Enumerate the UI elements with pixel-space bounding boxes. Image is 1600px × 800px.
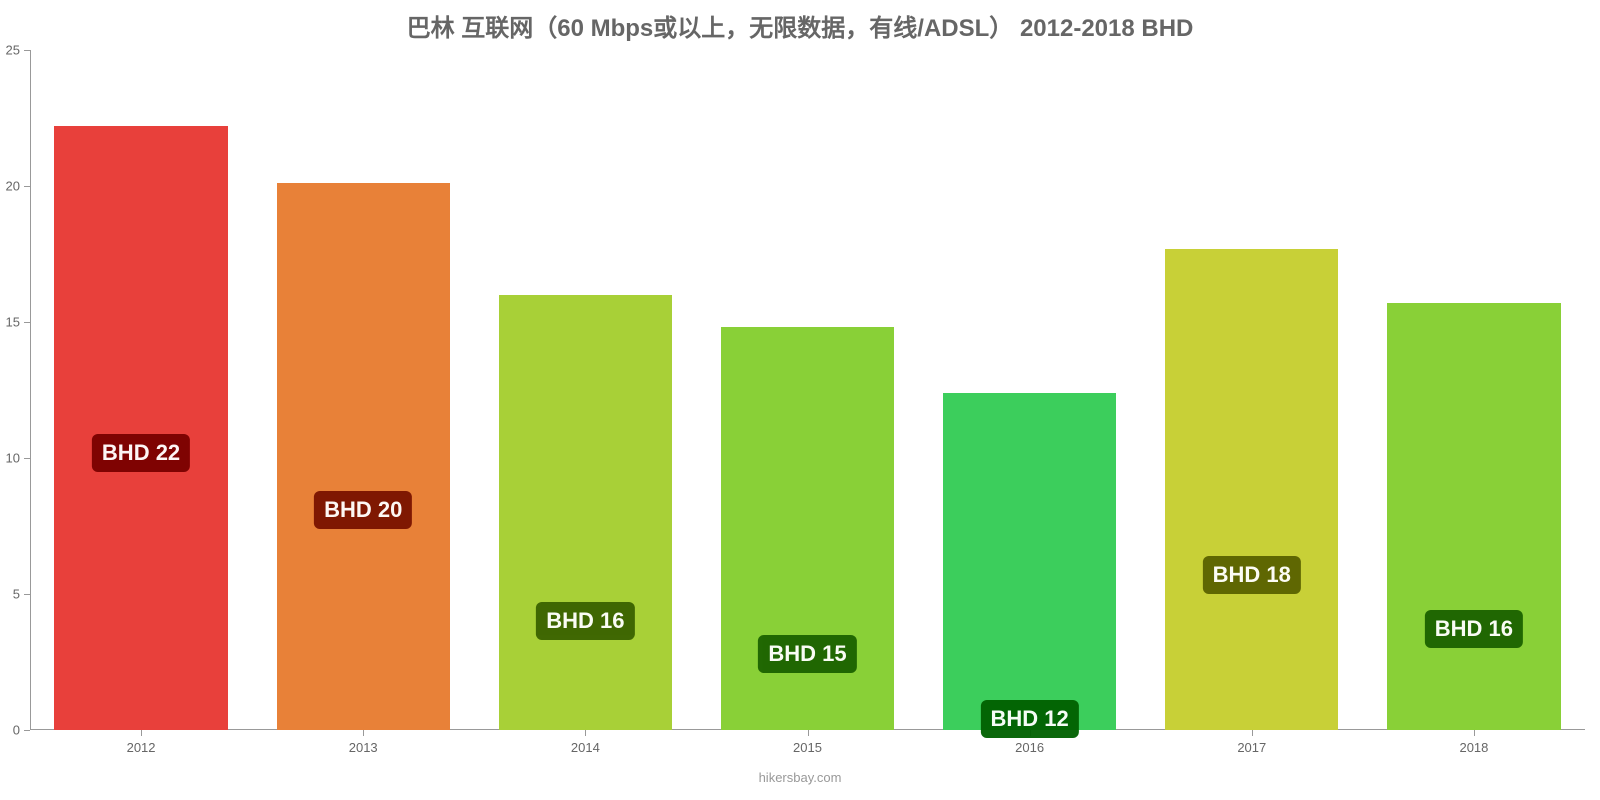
x-tick (363, 730, 364, 736)
y-tick (24, 458, 30, 459)
bar: BHD 18 (1165, 249, 1338, 730)
x-tick (1252, 730, 1253, 736)
bar-value-label: BHD 16 (536, 602, 634, 640)
y-tick-label: 15 (6, 315, 20, 330)
bar-chart: 巴林 互联网（60 Mbps或以上，无限数据，有线/ADSL） 2012-201… (0, 0, 1600, 800)
x-tick-label: 2018 (1459, 740, 1488, 755)
bar: BHD 22 (54, 126, 227, 730)
y-tick-label: 25 (6, 43, 20, 58)
bar-value-label: BHD 12 (981, 700, 1079, 738)
y-tick (24, 322, 30, 323)
x-tick-label: 2012 (127, 740, 156, 755)
bar-value-label: BHD 15 (758, 635, 856, 673)
bar-value-label: BHD 16 (1425, 610, 1523, 648)
bar-value-label: BHD 18 (1203, 556, 1301, 594)
chart-title: 巴林 互联网（60 Mbps或以上，无限数据，有线/ADSL） 2012-201… (0, 8, 1600, 43)
x-tick (808, 730, 809, 736)
x-tick (141, 730, 142, 736)
x-tick (1474, 730, 1475, 736)
y-tick (24, 50, 30, 51)
y-tick-label: 0 (13, 723, 20, 738)
bar: BHD 16 (499, 295, 672, 730)
x-tick-label: 2014 (571, 740, 600, 755)
bar: BHD 20 (277, 183, 450, 730)
bar: BHD 16 (1387, 303, 1560, 730)
y-tick (24, 730, 30, 731)
y-tick-label: 10 (6, 451, 20, 466)
y-tick (24, 186, 30, 187)
x-tick-label: 2016 (1015, 740, 1044, 755)
y-axis (30, 50, 31, 730)
bar: BHD 12 (943, 393, 1116, 730)
plot-area: 05101520252012BHD 222013BHD 202014BHD 16… (30, 50, 1585, 730)
chart-footer: hikersbay.com (0, 770, 1600, 785)
y-tick (24, 594, 30, 595)
bar-value-label: BHD 20 (314, 491, 412, 529)
bar: BHD 15 (721, 327, 894, 730)
bar-value-label: BHD 22 (92, 434, 190, 472)
x-tick-label: 2015 (793, 740, 822, 755)
y-tick-label: 20 (6, 179, 20, 194)
x-tick (585, 730, 586, 736)
y-tick-label: 5 (13, 587, 20, 602)
x-tick-label: 2017 (1237, 740, 1266, 755)
x-tick-label: 2013 (349, 740, 378, 755)
